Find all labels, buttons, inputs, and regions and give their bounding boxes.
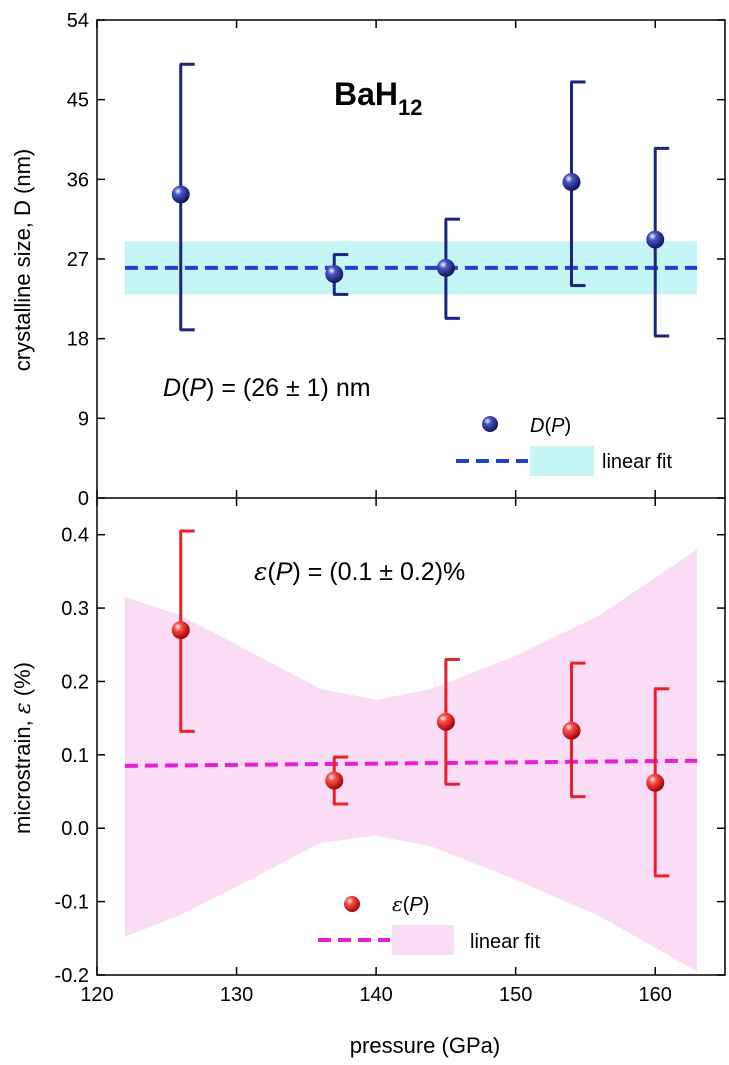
bot-y-tick-label: 0.0	[61, 818, 89, 840]
top-panel: 0 9 18 27 36 45 54 BaH12 crystalline size, D (…	[10, 10, 725, 510]
bottom-legend-fit-label: linear fit	[470, 931, 540, 953]
bottom-y-ticks: -0.2 -0.1 0.0 0.1 0.2 0.3 0.4	[55, 525, 725, 987]
bottom-legend: ε(P) linear fit	[318, 892, 540, 955]
top-chart-title: BaH12	[334, 76, 423, 120]
bottom-x-axis-title: pressure (GPa)	[350, 1033, 500, 1058]
top-y-tick-label: 54	[67, 10, 89, 32]
top-y-ticks: 0 9 18 27 36 45 54	[67, 10, 725, 510]
bottom-fit-band	[124, 549, 698, 972]
top-y-tick-label: 18	[67, 329, 89, 351]
top-data-points	[171, 172, 665, 284]
bot-data-point	[436, 712, 455, 731]
bot-y-tick-label: 0.2	[61, 671, 89, 693]
bottom-panel: -0.2-0.10.00.10.20.30.4 120 130 140 150 160 …	[10, 498, 725, 1058]
top-data-point	[325, 265, 344, 284]
top-data-point	[646, 230, 665, 249]
bot-x-tick-label: 150	[499, 984, 532, 1006]
top-legend-fit-label: linear fit	[602, 451, 672, 473]
top-data-point	[562, 172, 581, 191]
top-data-point	[436, 258, 455, 277]
bot-x-tick-label: 120	[80, 984, 113, 1006]
top-y-tick-label: 36	[67, 169, 89, 191]
top-legend-series-label: D(P)	[530, 415, 571, 437]
bot-y-tick-label: 0.4	[61, 525, 89, 547]
bottom-fit-line	[124, 758, 698, 768]
top-legend: D(P) linear fit	[456, 415, 672, 476]
top-legend-fit-band-sample	[530, 446, 594, 476]
top-data-point	[171, 185, 190, 204]
top-fit-annotation: D(P) = (26 ± 1) nm	[163, 374, 371, 402]
bot-data-point	[646, 773, 665, 792]
bot-data-point	[171, 621, 190, 640]
bot-y-tick-label: -0.2	[55, 965, 89, 987]
bottom-y-axis-title: microstrain, ε (%)	[10, 662, 36, 834]
top-y-tick-label: 27	[67, 249, 89, 271]
bottom-legend-series-label: ε(P)	[392, 892, 429, 916]
bot-x-tick-label: 130	[220, 984, 253, 1006]
top-y-tick-label: 45	[67, 90, 89, 112]
bot-x-tick-label: 140	[359, 984, 392, 1006]
bottom-x-ticks: 120 130 140 150 160	[80, 498, 672, 1006]
bot-x-tick-label: 160	[639, 984, 672, 1006]
top-legend-marker	[482, 416, 498, 432]
top-y-tick-label: 9	[78, 408, 89, 430]
bottom-legend-fit-band-sample	[392, 925, 454, 955]
bot-y-tick-label: -0.1	[55, 892, 89, 914]
bot-fit-band-area	[124, 549, 698, 972]
bot-y-tick-label: 0.3	[61, 598, 89, 620]
bot-fit-line-path	[124, 758, 698, 768]
bottom-legend-marker	[344, 896, 360, 912]
top-y-axis-title: crystalline size, D (nm)	[10, 149, 35, 371]
bot-y-tick-label: 0.1	[61, 745, 89, 767]
top-error-bars	[179, 62, 670, 338]
top-y-tick-label: 0	[78, 488, 89, 510]
bottom-data-points	[171, 621, 665, 792]
bottom-fit-annotation: ε(P) = (0.1 ± 0.2)%	[254, 557, 465, 586]
bot-data-point	[325, 771, 344, 790]
bot-data-point	[562, 721, 581, 740]
